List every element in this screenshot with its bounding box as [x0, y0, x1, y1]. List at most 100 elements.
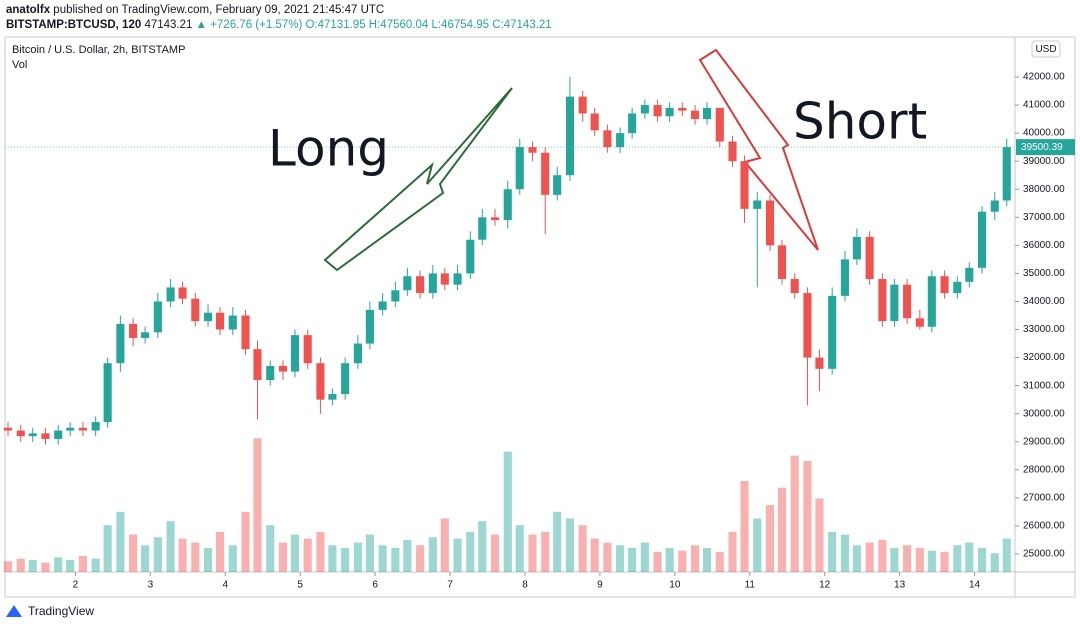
candle-body [990, 200, 999, 212]
volume-bar [378, 545, 387, 572]
candle-body [490, 217, 500, 221]
candle-body [316, 363, 325, 400]
volume-bar [515, 525, 524, 572]
y-tick-label: 33000.00 [1023, 324, 1065, 335]
candle-body [528, 147, 537, 153]
x-tick-label: 14 [969, 580, 981, 591]
ohlc-h: H:47560.04 [368, 19, 429, 31]
symbol-line: BITSTAMP:BTCUSD, 120 47143.21 ▲ +726.76 … [6, 18, 552, 33]
volume-bar [453, 538, 462, 572]
y-tick-label: 36000.00 [1023, 240, 1065, 251]
candle-body [103, 363, 112, 423]
currency[interactable]: USD [1035, 44, 1056, 55]
candle-body [116, 323, 125, 364]
candle-body [765, 200, 775, 246]
volume-bar [391, 547, 400, 572]
candle-body [1002, 147, 1011, 201]
volume-bar [428, 537, 437, 572]
volume-bar [765, 505, 775, 572]
candle-body [66, 427, 75, 431]
volume-bar [278, 542, 288, 572]
volume-bar [78, 555, 87, 572]
volume-bar [990, 553, 999, 572]
candle-body [665, 107, 674, 117]
ohlc-c: C:47143.21 [492, 19, 552, 31]
x-tick-label: 7 [447, 580, 453, 591]
volume-bar [253, 438, 262, 572]
volume-bar [740, 481, 749, 572]
candle-body [878, 279, 887, 322]
candle-body [266, 366, 275, 381]
volume-bar [54, 557, 63, 572]
annotation: Long [268, 120, 389, 178]
change: ▲ +726.76 (+1.57%) [195, 19, 303, 31]
volume-bar [91, 558, 100, 572]
candle-body [416, 276, 425, 294]
candle-body [653, 105, 662, 117]
currency-box[interactable] [1031, 40, 1061, 58]
candle-body [541, 152, 550, 195]
volume-bar [41, 562, 50, 572]
volume-bar [365, 534, 374, 572]
candle-body [953, 281, 962, 294]
candle-body [403, 276, 412, 291]
volume-bar [616, 545, 625, 572]
volume-bar [603, 542, 612, 572]
candle-body [815, 357, 824, 369]
candle-body [852, 236, 861, 260]
volume-bar [828, 531, 837, 572]
volume-bar [815, 498, 824, 572]
brand-logo [6, 605, 22, 617]
candle-body [590, 113, 599, 131]
y-tick-label: 34000.00 [1023, 296, 1065, 307]
y-tick-label: 25000.00 [1023, 549, 1065, 560]
volume-bar [777, 487, 787, 572]
candle-body [715, 107, 724, 142]
volume-bar [466, 531, 475, 572]
volume-bar [565, 518, 574, 572]
volume-bar [503, 451, 512, 572]
volume-bar [790, 455, 799, 572]
volume-bar [852, 545, 861, 572]
x-tick-label: 6 [372, 580, 378, 591]
volume-bar [228, 545, 237, 572]
volume-bar [290, 534, 300, 572]
candle-body [341, 363, 350, 395]
volume-bar [903, 545, 912, 572]
last-price-label: 39500.39 [1021, 142, 1063, 153]
volume-bar [753, 518, 762, 572]
volume-bar [316, 531, 325, 572]
candle-body [290, 335, 300, 372]
brand-name: TradingView [28, 604, 94, 618]
volume-bar [440, 518, 449, 572]
y-tick-label: 38000.00 [1023, 184, 1065, 195]
volume-bar [803, 460, 812, 572]
candle-body [253, 349, 262, 381]
y-tick-label: 30000.00 [1023, 408, 1065, 419]
y-tick-label: 42000.00 [1023, 72, 1065, 83]
volume-bar [3, 561, 13, 572]
volume-bar [628, 547, 637, 572]
candle-body [865, 236, 874, 280]
candle-body [453, 273, 462, 285]
volume-bar [28, 559, 37, 572]
volume-label: Vol [12, 59, 27, 71]
volume-bar [840, 534, 849, 572]
candle-body [28, 433, 37, 437]
y-tick-label: 41000.00 [1023, 100, 1065, 111]
volume-bar [578, 525, 587, 572]
candle-body [228, 315, 237, 330]
volume-bar [403, 539, 412, 572]
volume-bar [590, 538, 599, 572]
candle-body [178, 287, 187, 299]
candle-body [977, 211, 987, 268]
candle-body [915, 318, 924, 327]
ohlc-o: O:47131.95 [305, 19, 366, 31]
volume-bar [528, 534, 537, 572]
volume-bar [266, 525, 275, 572]
candle-body [378, 301, 387, 310]
candle-body [565, 96, 574, 176]
candle-body [141, 332, 150, 338]
volume-bar [191, 542, 200, 572]
volume-bar [353, 542, 362, 572]
